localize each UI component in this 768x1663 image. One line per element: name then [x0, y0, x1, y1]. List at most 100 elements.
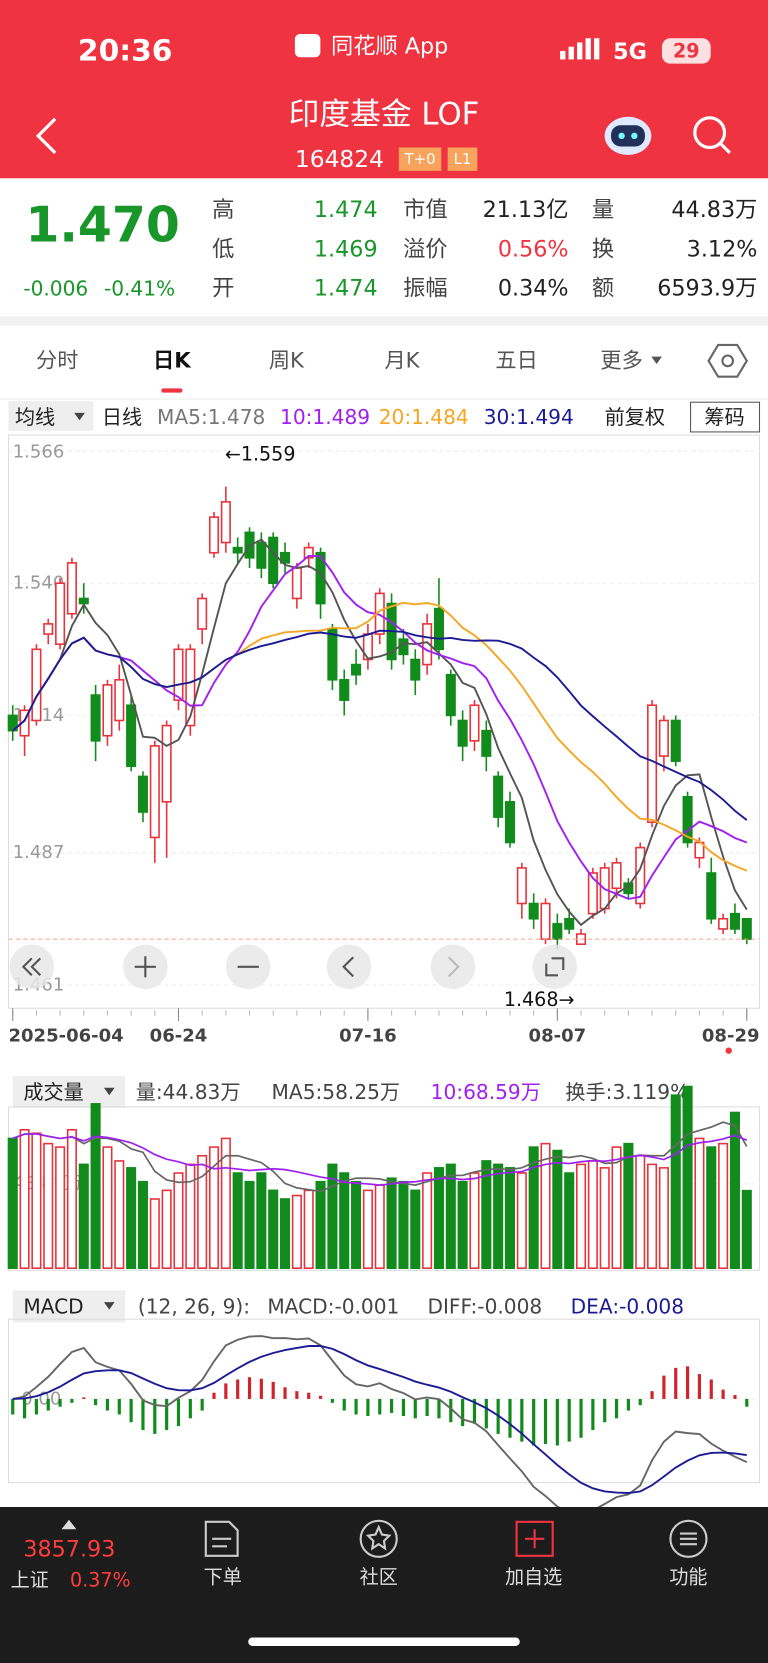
- volume-bar: [575, 1163, 587, 1270]
- candle-body: [268, 536, 279, 585]
- settings-icon-dot: [721, 354, 735, 368]
- candle-body: [445, 673, 456, 717]
- annotation: 1.468→: [504, 988, 575, 1011]
- control-icons: [21, 956, 565, 978]
- settings-icon[interactable]: [707, 343, 749, 378]
- ma-menu[interactable]: 均线: [15, 405, 55, 429]
- volume-bar: [635, 1154, 646, 1270]
- x-tick-label: 08-29: [702, 1025, 760, 1046]
- x-tick-label: 2025-06-04: [8, 1025, 123, 1046]
- candle-body: [564, 917, 575, 930]
- x-axis: 2025-06-04 06-24 07-16 08-07 08-29: [8, 1008, 760, 1046]
- nav-item[interactable]: 加自选: [505, 1566, 562, 1589]
- change: -0.006: [23, 277, 88, 301]
- y-tick-label: 1.487: [13, 842, 65, 863]
- change-pct: -0.41%: [104, 277, 175, 301]
- robot-icon[interactable]: [604, 116, 652, 155]
- volume-bar: [339, 1172, 350, 1270]
- nav-item[interactable]: 下单: [204, 1566, 242, 1589]
- volume-bar: [729, 1111, 740, 1270]
- volume-bar: [268, 1189, 279, 1270]
- quote-value: 44.83万: [671, 197, 757, 223]
- ma-legend: 20:1.484: [379, 405, 469, 429]
- tab[interactable]: 日K: [153, 348, 192, 373]
- macd-panel: 0.00: [8, 1335, 760, 1518]
- volume-bar: [611, 1146, 622, 1270]
- volume-bar: [102, 1146, 113, 1270]
- search-icon[interactable]: [693, 116, 731, 154]
- volume-menu-box[interactable]: [12, 1076, 126, 1108]
- candle-body: [114, 679, 125, 722]
- candle-body: [516, 867, 527, 905]
- tab[interactable]: 周K: [269, 348, 305, 373]
- annotation: ←1.559: [225, 443, 296, 466]
- candle-body: [670, 719, 681, 762]
- volume-bar: [351, 1180, 362, 1270]
- quote-label: 市值: [403, 197, 448, 223]
- x-tick-label: 08-07: [529, 1025, 587, 1046]
- volume-bar: [528, 1146, 539, 1270]
- candle-body: [220, 501, 231, 544]
- candle-body: [587, 872, 598, 915]
- quote-value: 21.13亿: [483, 197, 569, 223]
- dropdown-arrow: [103, 1087, 115, 1096]
- diff-line: [12, 1335, 748, 1518]
- macd-menu[interactable]: MACD: [23, 1294, 83, 1318]
- control[interactable]: [430, 944, 476, 990]
- time: 20:36: [78, 33, 172, 68]
- volume-bar: [469, 1172, 480, 1270]
- quote-label: 换: [592, 236, 614, 262]
- candle-body: [232, 546, 243, 554]
- header-bg: [0, 0, 768, 179]
- chips-box[interactable]: [690, 401, 761, 433]
- candle-body: [197, 597, 208, 630]
- volume-bar: [422, 1172, 433, 1270]
- chips[interactable]: 筹码: [704, 405, 744, 429]
- tab[interactable]: 月K: [384, 348, 420, 373]
- candle-body: [256, 541, 267, 569]
- volume-bar: [457, 1180, 468, 1270]
- back-button[interactable]: [35, 117, 57, 154]
- adjust[interactable]: 前复权: [605, 405, 665, 429]
- dropdown-arrow: [651, 356, 662, 365]
- volume-menu[interactable]: 成交量: [23, 1080, 83, 1104]
- dropdown-arrow: [103, 1302, 115, 1310]
- ma-line: [12, 554, 748, 900]
- candle-body: [552, 923, 563, 940]
- volume-bar: [552, 1149, 563, 1270]
- candle-body: [457, 719, 468, 747]
- volume-bar: [232, 1172, 243, 1270]
- price-panel: 1.5661.5401.5141.4871.461MA5:1.47810:1.4…: [7, 405, 760, 995]
- chart-frame: [7, 434, 761, 1009]
- dot: [725, 1047, 732, 1054]
- quote-value: 1.474: [314, 197, 378, 223]
- volume-bar: [280, 1198, 291, 1270]
- tab[interactable]: 更多: [600, 348, 642, 373]
- tab[interactable]: 五日: [495, 348, 537, 373]
- nav-item[interactable]: 社区: [360, 1566, 398, 1589]
- volume-bar: [481, 1160, 492, 1270]
- volume-bar: [504, 1167, 516, 1270]
- quote-value: 1.474: [314, 276, 378, 302]
- candle-body: [504, 801, 516, 844]
- badge: [447, 147, 478, 171]
- candle-body: [102, 684, 113, 737]
- expand-arrow[interactable]: [61, 1519, 77, 1530]
- candle-body: [611, 862, 622, 890]
- dropdown-arrow: [74, 412, 85, 421]
- volume-bar: [564, 1172, 575, 1270]
- index-value: 3857.93: [23, 1536, 115, 1562]
- macd-menu-box[interactable]: [12, 1290, 126, 1323]
- control[interactable]: [326, 944, 372, 990]
- volume-bar: [670, 1094, 681, 1270]
- volume-bar: [327, 1163, 338, 1270]
- nav-item[interactable]: 功能: [669, 1566, 707, 1589]
- control[interactable]: [532, 944, 578, 990]
- volume-bar: [398, 1180, 409, 1270]
- tab[interactable]: 分时: [36, 348, 78, 373]
- network: 5G: [613, 39, 647, 65]
- candle-body: [280, 551, 291, 564]
- candle-body: [493, 775, 504, 818]
- index-name: 上证: [11, 1569, 49, 1592]
